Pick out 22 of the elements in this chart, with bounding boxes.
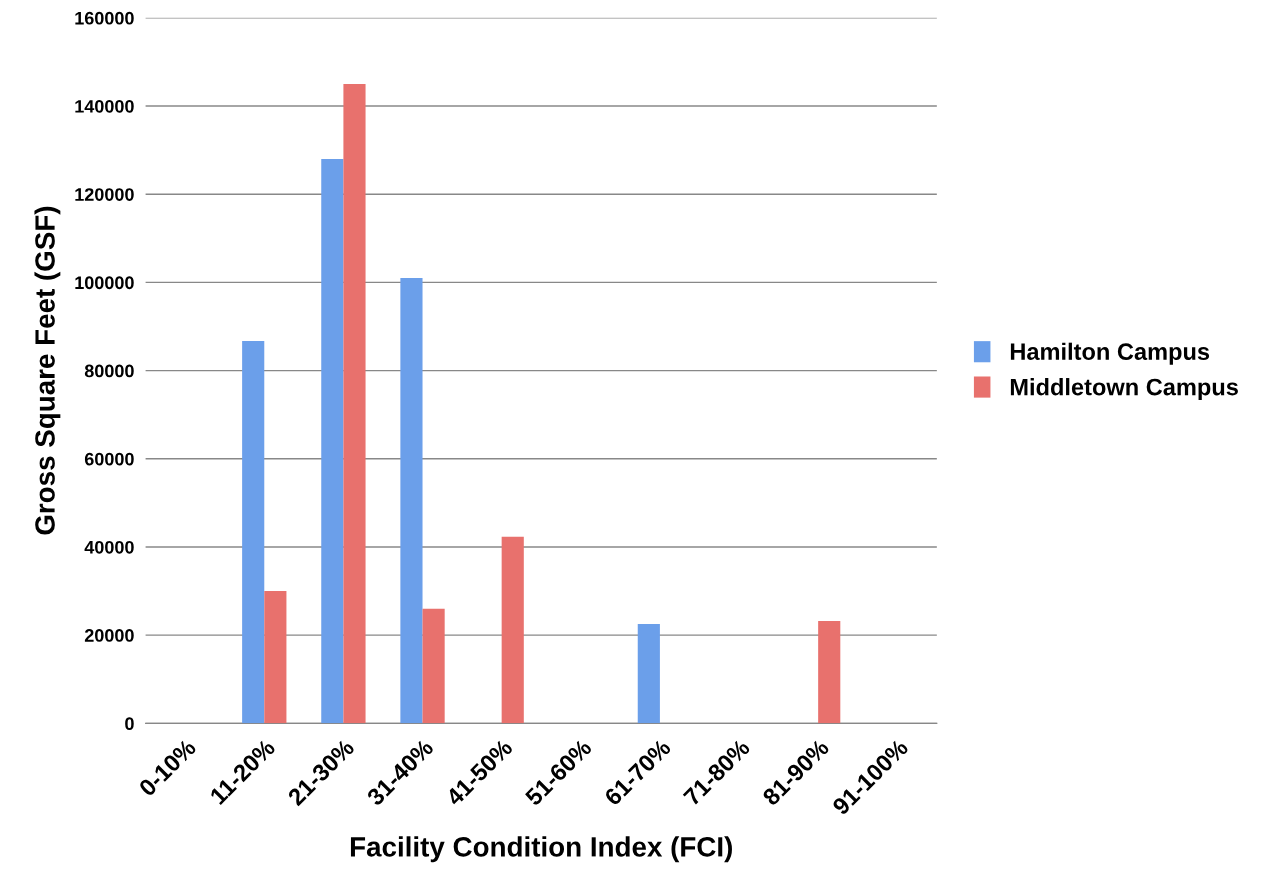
bar <box>422 608 445 724</box>
bar <box>637 624 660 724</box>
bar <box>343 84 366 724</box>
y-tick-label: 20000 <box>84 629 134 642</box>
y-tick-label: 120000 <box>75 188 134 201</box>
y-tick-label: 100000 <box>75 276 134 290</box>
bar <box>321 158 344 724</box>
x-axis-title: Facility Condition Index (FCI) <box>350 836 732 863</box>
legend-label: Middletown Campus <box>1010 378 1238 401</box>
bar <box>501 536 524 724</box>
bar <box>400 278 423 724</box>
y-tick-label: 160000 <box>75 11 134 25</box>
bar <box>818 621 841 724</box>
y-tick-label: 0 <box>125 717 134 731</box>
bar <box>242 341 265 724</box>
y-tick-label: 80000 <box>84 364 134 378</box>
legend-label: Hamilton Campus <box>1010 342 1210 365</box>
bar <box>264 591 287 724</box>
y-tick-label: 140000 <box>75 99 134 113</box>
y-axis-title: Gross Square Feet (GSF) <box>34 206 61 535</box>
y-tick-label: 40000 <box>84 540 134 554</box>
y-tick-label: 60000 <box>84 452 134 466</box>
